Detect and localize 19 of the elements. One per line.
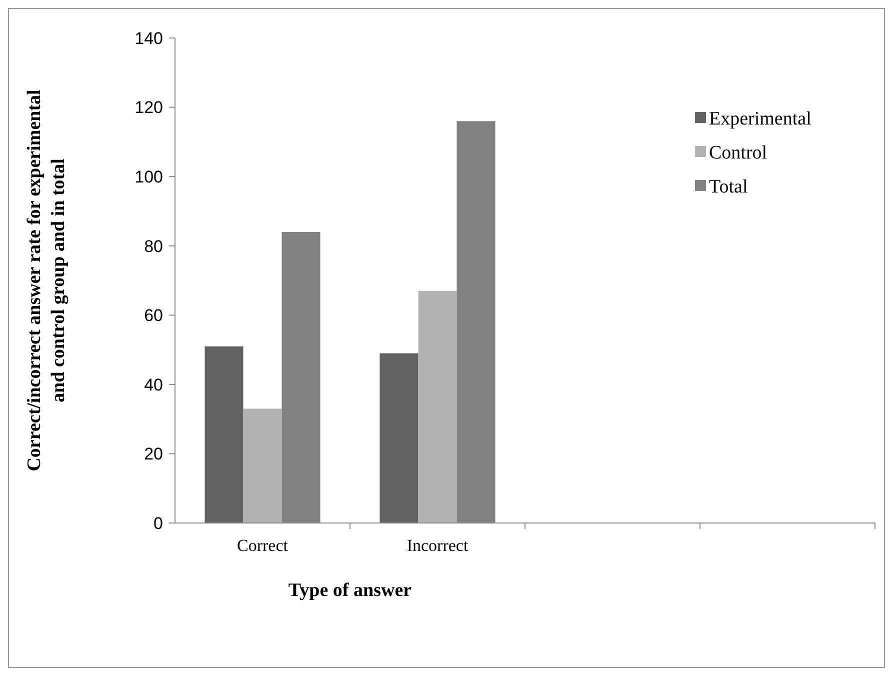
legend-label: Experimental (709, 108, 812, 130)
legend-label: Total (709, 176, 748, 198)
x-axis-title: Type of answer (288, 580, 412, 601)
y-tick-label: 60 (144, 306, 163, 326)
y-tick-label: 80 (144, 236, 163, 256)
y-tick-label: 100 (134, 168, 163, 187)
x-tick-label: Correct (237, 536, 288, 555)
y-tick-label: 140 (134, 28, 163, 48)
y-axis-title: Correct/incorrect answer rate for experimental and control group and in total (24, 90, 69, 472)
y-tick-label: 120 (134, 98, 163, 118)
bar (418, 290, 457, 523)
y-tick-label: 0 (154, 514, 163, 533)
y-tick-label: 40 (144, 375, 163, 394)
y-tick-label: 20 (144, 444, 163, 464)
x-tick-label: Incorrect (406, 536, 468, 555)
bar (243, 408, 282, 523)
bar (204, 346, 244, 523)
legend-label: Control (709, 142, 768, 164)
bar (380, 353, 418, 523)
